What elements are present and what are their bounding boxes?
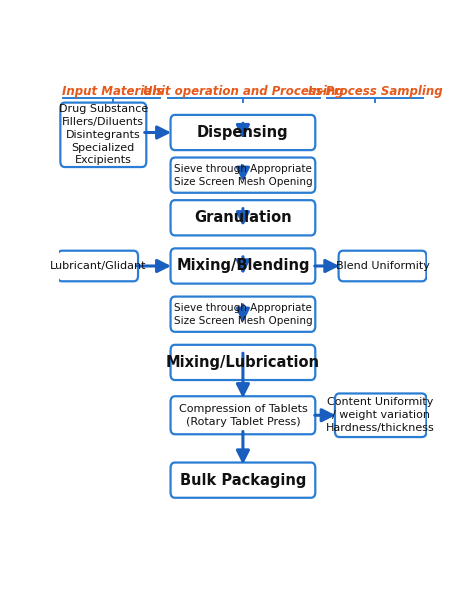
Text: Content Uniformity
/ weight variation
Hardness/thickness: Content Uniformity / weight variation Ha…	[326, 397, 435, 433]
Text: Bulk Packaging: Bulk Packaging	[180, 473, 306, 488]
Text: Unit operation and Processing: Unit operation and Processing	[143, 85, 343, 98]
FancyBboxPatch shape	[58, 250, 138, 281]
FancyBboxPatch shape	[60, 102, 146, 167]
Text: Blend Uniformity: Blend Uniformity	[336, 261, 429, 271]
Text: Dispensing: Dispensing	[197, 125, 289, 140]
FancyBboxPatch shape	[171, 249, 315, 284]
FancyBboxPatch shape	[171, 115, 315, 150]
Text: Sieve through Appropriate
Size Screen Mesh Opening: Sieve through Appropriate Size Screen Me…	[173, 164, 312, 187]
FancyBboxPatch shape	[171, 462, 315, 498]
Text: Sieve through Appropriate
Size Screen Mesh Opening: Sieve through Appropriate Size Screen Me…	[173, 303, 312, 326]
FancyBboxPatch shape	[335, 394, 427, 437]
Text: Input Materials: Input Materials	[62, 85, 163, 98]
Text: Mixing/Blending: Mixing/Blending	[176, 258, 310, 273]
Text: Lubricant/Glidant: Lubricant/Glidant	[50, 261, 146, 271]
Text: Granulation: Granulation	[194, 210, 292, 225]
Text: Drug Substance
Fillers/Diluents
Disintegrants
Specialized
Excipients: Drug Substance Fillers/Diluents Disinteg…	[59, 104, 148, 166]
FancyBboxPatch shape	[171, 345, 315, 380]
Text: Compression of Tablets
(Rotary Tablet Press): Compression of Tablets (Rotary Tablet Pr…	[179, 404, 307, 427]
FancyBboxPatch shape	[171, 297, 315, 332]
Text: In-Process Sampling: In-Process Sampling	[308, 85, 443, 98]
FancyBboxPatch shape	[171, 396, 315, 434]
FancyBboxPatch shape	[338, 250, 427, 281]
FancyBboxPatch shape	[171, 200, 315, 235]
Text: Mixing/Lubrication: Mixing/Lubrication	[166, 355, 320, 370]
FancyBboxPatch shape	[171, 158, 315, 193]
